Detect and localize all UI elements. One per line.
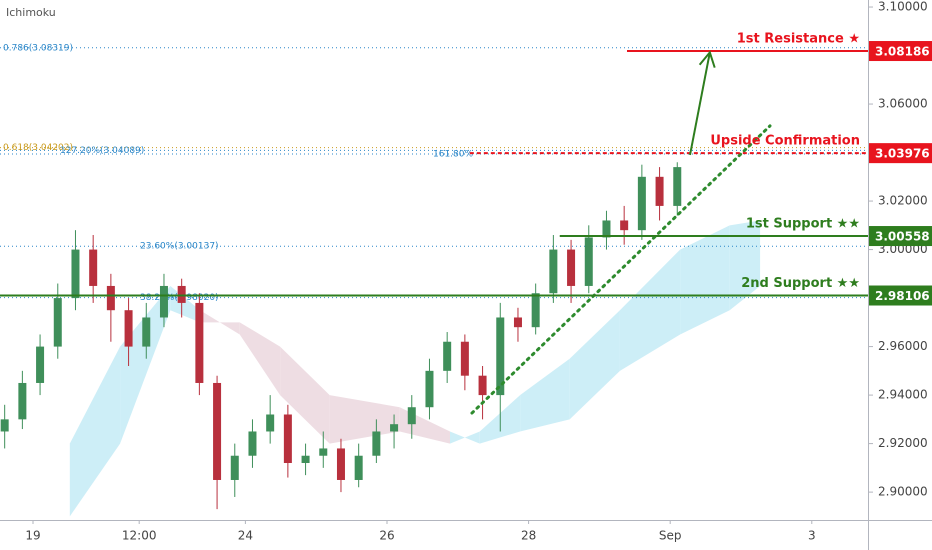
x-tick-label: 3 (808, 529, 816, 543)
candle-body (89, 249, 98, 286)
y-tick-label: 2.96000 (878, 339, 928, 353)
candle-body (142, 317, 151, 347)
plot-area: 0.786(3.08319) 0.618(3.04202)127.20%(3.04… (0, 32, 868, 517)
candle-body (549, 249, 558, 294)
price-tag-label: 3.03976 (875, 147, 930, 161)
candle-body (390, 424, 399, 432)
projection-arrow (689, 52, 711, 156)
price-tag-label: 3.08186 (875, 45, 930, 59)
candle-body (620, 220, 629, 231)
level-label: 1st Support ★★ (746, 217, 860, 232)
cloud-segment (280, 346, 330, 444)
cloud-segment (729, 220, 761, 311)
y-tick-label: 2.94000 (878, 388, 928, 402)
candle-body (248, 431, 257, 456)
arrow-head (698, 50, 716, 68)
candle-body (407, 407, 416, 425)
cloud-segment (120, 285, 171, 444)
candle-body (53, 298, 62, 347)
price-tag-label: 2.98106 (875, 289, 930, 303)
level-label: 2nd Support ★★ (741, 276, 860, 291)
candle-body (18, 382, 27, 420)
candle-body (584, 237, 593, 286)
candle-body (443, 341, 452, 371)
cloud-segment (680, 225, 730, 335)
y-tick-label: 2.90000 (878, 485, 928, 499)
fib-label: 0.618(3.04202) (3, 143, 73, 153)
y-tick-label: 2.92000 (878, 436, 928, 450)
candle-body (106, 285, 115, 311)
candle-body (283, 414, 292, 464)
x-tick-label: 28 (521, 529, 536, 543)
candle-body (513, 317, 522, 328)
candle-body (354, 455, 363, 480)
y-tick-label: 3.02000 (878, 194, 928, 208)
price-tag (869, 226, 932, 247)
x-tick-label: 24 (238, 529, 253, 543)
candle-body (478, 375, 487, 396)
candle-body (266, 414, 275, 432)
candle-body (71, 249, 80, 299)
price-tag (869, 41, 932, 62)
cloud-segment (619, 249, 681, 371)
x-tick-label: Sep (659, 529, 682, 543)
indicator-title: Ichimoku (6, 6, 56, 19)
candle-body (36, 346, 45, 383)
y-tick-label: 3.06000 (878, 97, 928, 111)
cloud-segment (239, 322, 281, 396)
cloud-segment (520, 358, 570, 432)
candle-body (531, 293, 540, 328)
candle-body (496, 317, 505, 396)
cloud-segment (450, 431, 480, 444)
cloud-segment (569, 310, 620, 420)
candle-body (195, 302, 204, 383)
candle-body (425, 370, 434, 408)
candle-body (301, 455, 310, 464)
x-tick-label: 26 (379, 529, 394, 543)
candle-body (319, 448, 328, 456)
cloud-segment (69, 346, 121, 517)
cloud-segment (200, 310, 240, 335)
candle-body (177, 285, 186, 303)
candle-body (460, 341, 469, 376)
level-label: 1st Resistance ★ (737, 32, 860, 47)
candle-body (213, 382, 222, 480)
candle-body (637, 176, 646, 231)
candle-body (372, 431, 381, 456)
candle-body (124, 310, 133, 347)
candle-body (336, 448, 345, 480)
y-tick-label: 3.10000 (878, 0, 928, 14)
price-tag-label: 3.00558 (875, 230, 930, 244)
price-tag (869, 143, 932, 164)
cloud-segment (329, 395, 400, 444)
level-label: Upside Confirmation (710, 134, 860, 149)
candle-body (567, 249, 576, 286)
fib-label: 127.20%(3.04089) (60, 146, 144, 156)
fib-label: 161.80% (433, 150, 473, 160)
trendline (470, 124, 772, 415)
candle-body (0, 419, 9, 432)
fib-label: 0.786(3.08319) (3, 43, 73, 53)
candle-body (230, 455, 239, 480)
x-tick-label: 12:00 (122, 529, 157, 543)
candle-body (159, 285, 168, 318)
candle-body (602, 220, 611, 238)
x-tick-label: 19 (25, 529, 40, 543)
candle-body (673, 167, 682, 206)
price-tag (869, 285, 932, 306)
candle-body (655, 176, 664, 206)
fib-label: 23.60%(3.00137) (140, 242, 219, 252)
